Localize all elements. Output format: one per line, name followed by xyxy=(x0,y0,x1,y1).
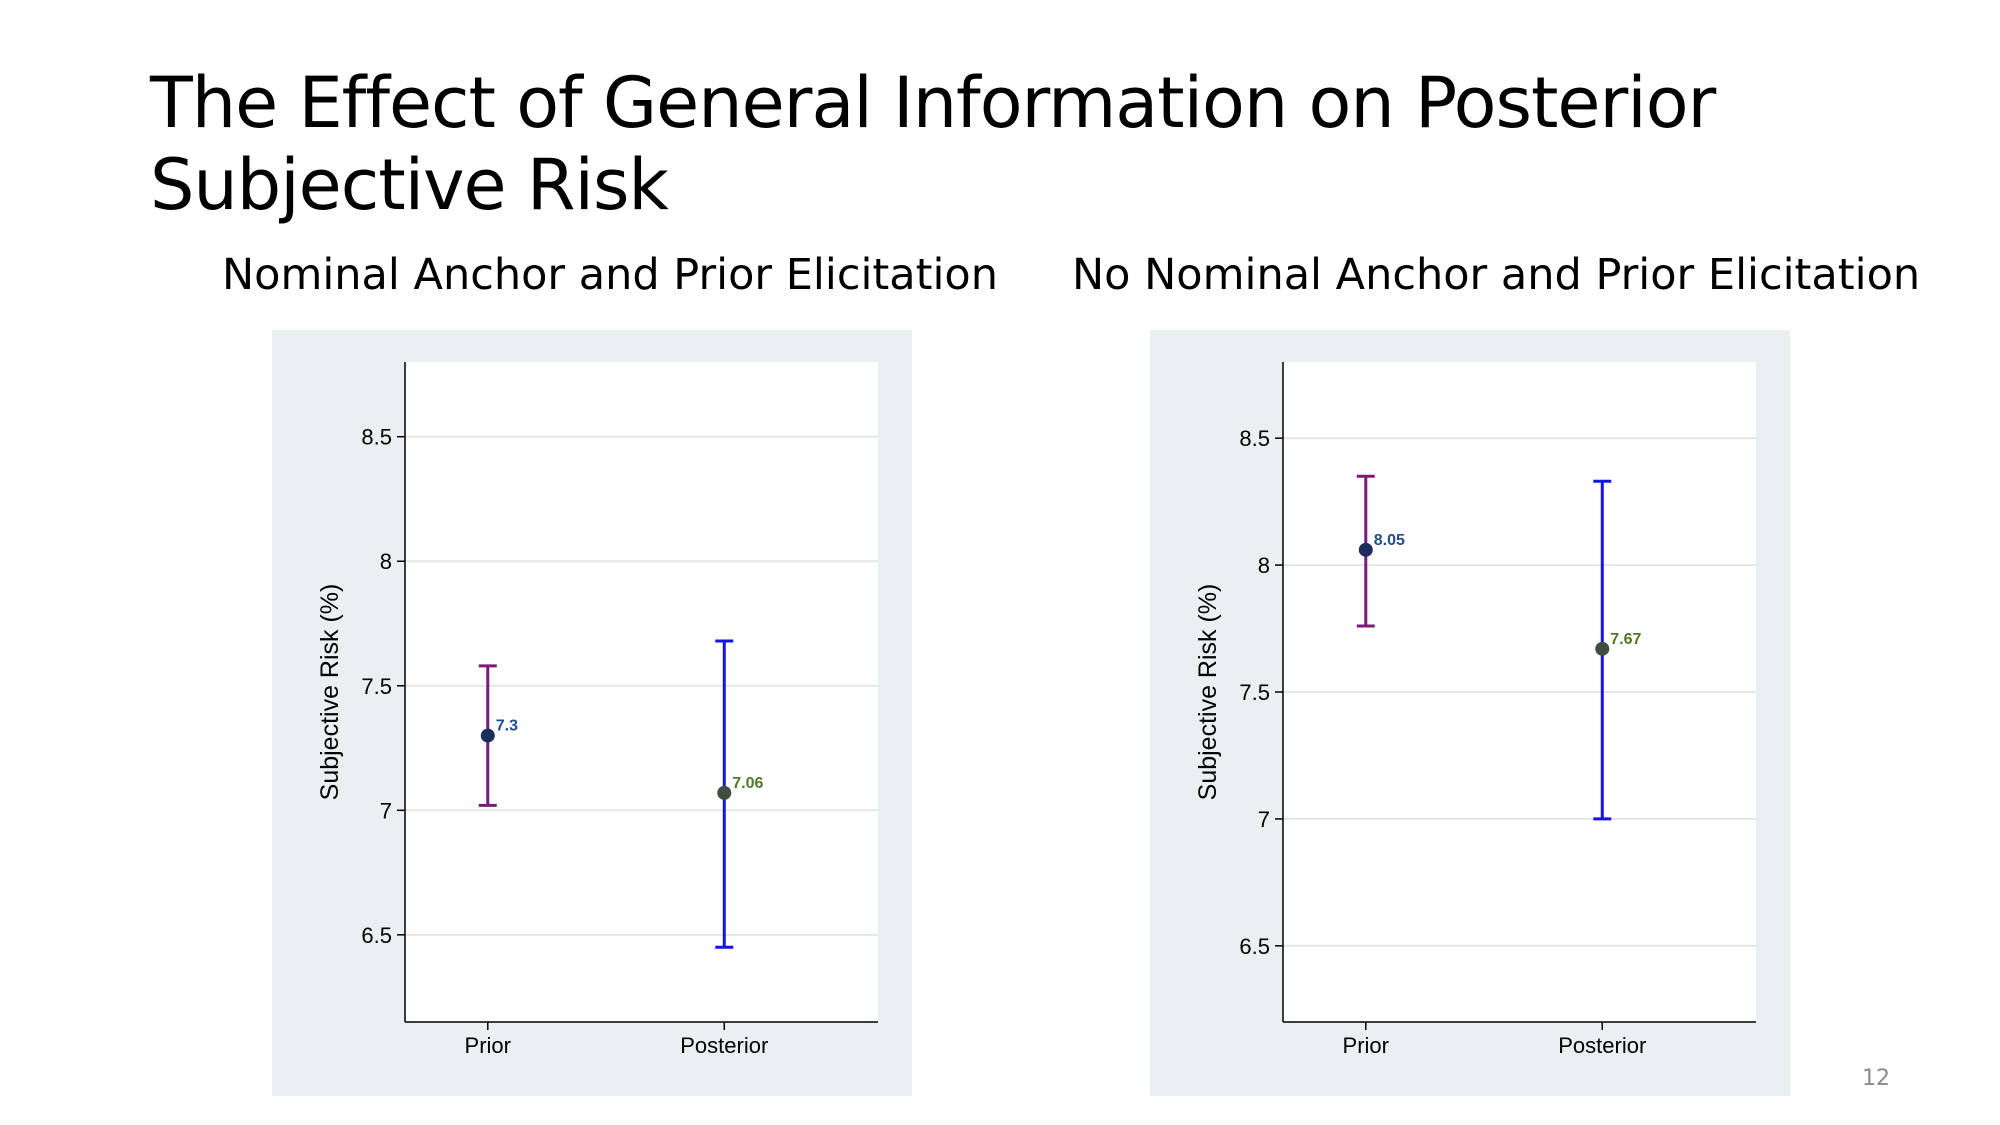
y-tick-label: 8.5 xyxy=(1239,426,1270,451)
chart-no-nominal-anchor: 6.5 7 7.5 8 8.5 Subjective Risk (%) Prior Poste… xyxy=(1194,362,1756,1058)
y-tick-label: 7 xyxy=(1258,807,1270,832)
x-tick-label: Posterior xyxy=(1558,1033,1646,1058)
chart-title-no-nominal-anchor: No Nominal Anchor and Prior Elicitation xyxy=(1072,250,1921,300)
y-tick-label: 8 xyxy=(380,549,392,574)
x-tick-label: Prior xyxy=(1343,1033,1389,1058)
chart-nominal-anchor: 6.5 7 7.5 8 8.5 Subjective Risk (%) Prior Poste… xyxy=(316,362,878,1058)
point-value-label: 7.67 xyxy=(1610,631,1641,648)
y-tick-label: 7 xyxy=(380,798,392,823)
y-tick-label: 7.5 xyxy=(1239,680,1270,705)
page-number: 12 xyxy=(1862,1066,1890,1091)
y-tick-label: 7.5 xyxy=(361,674,392,699)
point-value-label: 7.3 xyxy=(496,718,518,735)
x-tick-label: Posterior xyxy=(680,1033,768,1058)
chart-panel-nominal-anchor: 6.5 7 7.5 8 8.5 Subjective Risk (%) Prior Poste… xyxy=(272,330,912,1096)
y-tick-label: 8.5 xyxy=(361,425,392,450)
y-tick-label: 8 xyxy=(1258,553,1270,578)
y-tick-label: 6.5 xyxy=(1239,934,1270,959)
y-tick-label: 6.5 xyxy=(361,923,392,948)
chart-title-nominal-anchor: Nominal Anchor and Prior Elicitation xyxy=(222,250,998,300)
point-marker xyxy=(480,728,495,743)
point-value-label: 8.05 xyxy=(1374,532,1405,549)
chart-panel-no-nominal-anchor: 6.5 7 7.5 8 8.5 Subjective Risk (%) Prior Poste… xyxy=(1150,330,1790,1096)
plot-area xyxy=(405,362,878,1022)
point-marker xyxy=(1595,641,1610,656)
slide-title: The Effect of General Information on Pos… xyxy=(150,62,1716,226)
y-axis-label: Subjective Risk (%) xyxy=(1194,584,1222,801)
y-axis-label: Subjective Risk (%) xyxy=(316,584,344,801)
point-value-label: 7.06 xyxy=(732,775,763,792)
point-marker xyxy=(717,785,732,800)
point-marker xyxy=(1358,542,1373,557)
x-tick-label: Prior xyxy=(465,1033,511,1058)
